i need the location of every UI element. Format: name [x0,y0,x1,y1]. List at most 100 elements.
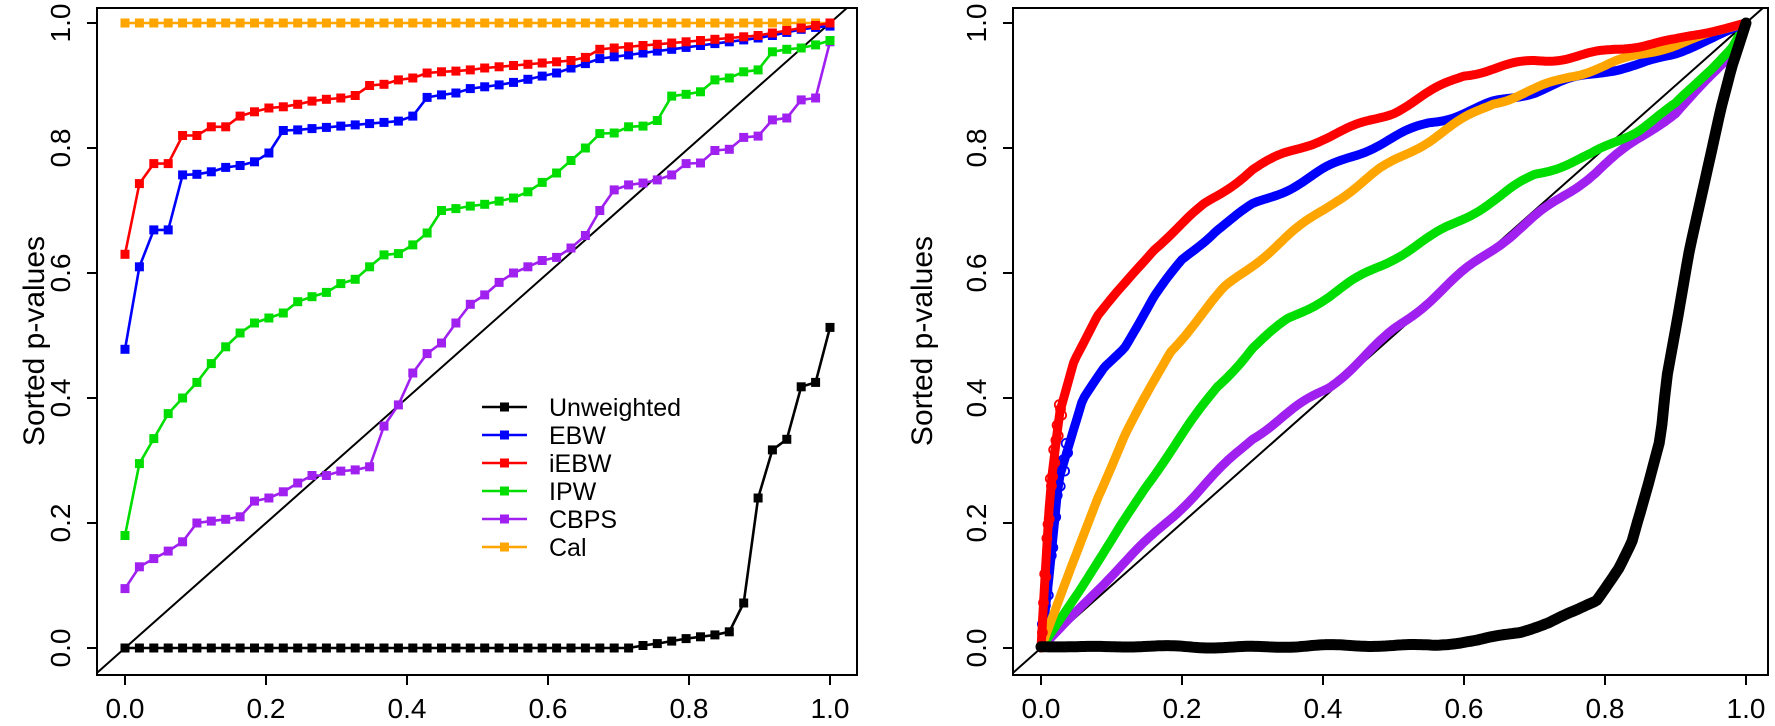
series-iEBW [120,18,835,259]
square-marker [652,116,662,125]
legend-label: Unweighted [549,394,681,422]
square-marker [652,18,662,28]
square-marker [120,584,130,594]
y-tick-label: 0.6 [961,254,992,293]
open-circle-marker [1056,409,1067,421]
square-marker [264,493,274,503]
square-marker [393,116,403,126]
square-marker [321,643,331,653]
square-marker [336,18,346,28]
square-marker [767,445,777,455]
square-marker [509,268,518,278]
square-marker [624,18,634,28]
square-marker [451,204,461,214]
open-circle-marker [1037,627,1048,638]
open-circle-marker [1053,399,1065,411]
square-marker [365,262,375,272]
square-marker [796,382,806,392]
x-tick-label: 0.6 [1445,693,1484,724]
square-marker [595,206,605,215]
square-marker [638,48,648,58]
square-marker [178,170,188,180]
square-marker [523,59,533,69]
square-marker [422,68,432,78]
square-marker [307,643,317,653]
x-tick-label: 0.0 [1022,693,1061,724]
square-marker [624,122,634,132]
square-marker [422,92,432,102]
y-tick-label: 0.4 [961,379,992,418]
square-marker [494,80,504,90]
square-marker [163,409,173,419]
y-tick-label: 0.2 [961,504,992,543]
square-marker [796,95,806,105]
square-marker [552,168,562,178]
square-marker [667,91,677,101]
square-marker [264,18,274,28]
square-marker [379,643,389,653]
square-marker [609,18,619,28]
square-marker [724,144,734,154]
square-marker [235,328,245,338]
square-marker [624,180,634,190]
square-marker [336,279,346,289]
square-marker [293,297,303,307]
square-marker [134,179,144,189]
square-marker [250,496,259,506]
square-marker [307,96,317,106]
open-circle-marker [1059,465,1070,477]
square-marker [681,159,691,169]
square-marker [580,18,590,28]
diagonal-reference-line [96,7,848,674]
square-marker [321,471,331,480]
open-circle-marker [1041,532,1053,544]
square-marker [480,63,490,73]
square-marker [710,34,720,44]
square-marker [681,634,691,644]
square-marker [379,250,389,260]
square-marker [365,119,375,129]
square-marker [710,18,720,28]
legend-square-marker [500,458,509,468]
square-marker [307,471,317,480]
series-Unweighted [120,322,835,653]
x-tick-label: 1.0 [811,693,850,724]
square-marker [336,121,346,131]
x-tick-label: 0.8 [670,693,709,724]
square-marker [566,56,576,65]
square-marker [149,225,159,235]
square-marker [465,65,475,75]
square-marker [552,252,562,262]
square-marker [595,643,605,653]
square-marker [811,21,821,30]
square-marker [178,18,188,28]
series-curve [1036,18,1751,653]
legend-square-marker [500,514,509,524]
square-marker [206,167,216,177]
legend-square-marker [500,402,509,412]
square-marker [120,249,130,259]
square-marker [609,185,619,195]
square-marker [163,159,173,169]
x-tick-label: 0.8 [1586,693,1625,724]
open-circle-marker [1055,403,1066,415]
square-marker [566,243,576,253]
x-tick-label: 1.0 [1727,693,1766,724]
square-marker [437,338,446,348]
square-marker [422,228,432,238]
square-marker [336,466,346,476]
square-marker [250,318,259,328]
square-marker [825,18,835,28]
square-marker [566,156,576,165]
square-marker [566,18,576,28]
open-circle-marker [1047,471,1058,483]
series-Cal [1036,18,1751,653]
legend-item-iEBW: iEBW [482,450,612,478]
square-marker [278,643,288,653]
square-marker [221,122,231,132]
square-marker [739,67,749,77]
square-marker [782,434,792,444]
square-marker [293,18,303,28]
open-circle-marker [1040,571,1052,583]
